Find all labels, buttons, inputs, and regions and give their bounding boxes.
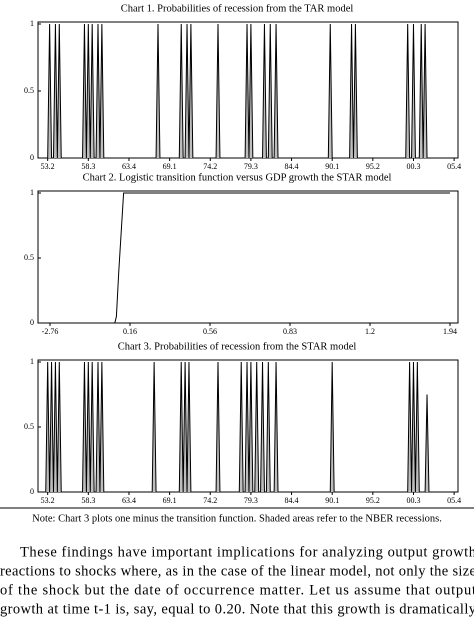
x-tick-label: -2.76 bbox=[42, 327, 59, 336]
x-tick-label: 79.3 bbox=[244, 162, 258, 171]
x-tick-label: 05.4 bbox=[447, 162, 461, 171]
data-line bbox=[47, 23, 428, 159]
x-tick-label: 63.4 bbox=[122, 162, 136, 171]
x-tick-label: 79.3 bbox=[244, 496, 258, 505]
x-tick-label: 84.4 bbox=[285, 496, 299, 505]
x-tick-label: 84.4 bbox=[285, 162, 299, 171]
y-tick-label: 0 bbox=[30, 153, 34, 162]
y-tick-label: 0 bbox=[30, 487, 34, 496]
x-tick-label: 69.1 bbox=[163, 496, 177, 505]
x-tick-label: 1.2 bbox=[365, 327, 375, 336]
paragraph-line: These findings have important implicatio… bbox=[20, 544, 474, 560]
x-tick-label: 53.2 bbox=[41, 162, 55, 171]
y-tick-label: 0.5 bbox=[24, 86, 34, 95]
x-tick-label: 58.3 bbox=[81, 496, 95, 505]
x-tick-label: 74.2 bbox=[203, 162, 217, 171]
x-tick-label: 00.3 bbox=[406, 162, 420, 171]
x-tick-label: 0.56 bbox=[203, 327, 217, 336]
y-tick-label: 0.5 bbox=[24, 422, 34, 431]
chart-title: Chart 1. Probabilities of recession from… bbox=[121, 3, 354, 14]
y-tick-label: 0.5 bbox=[24, 253, 34, 262]
x-tick-label: 58.3 bbox=[81, 162, 95, 171]
x-tick-label: 90.1 bbox=[325, 496, 339, 505]
paragraph-line: reactions to shocks where, as in the cas… bbox=[0, 563, 474, 579]
x-tick-label: 1.94 bbox=[443, 327, 457, 336]
chart-title: Chart 3. Probabilities of recession from… bbox=[118, 341, 357, 352]
y-tick-label: 1 bbox=[30, 188, 34, 197]
x-tick-label: 95.2 bbox=[366, 162, 380, 171]
paragraph-line: growth at time t-1 is, say, equal to 0.2… bbox=[0, 601, 474, 617]
chart-title: Chart 2. Logistic transition function ve… bbox=[83, 172, 392, 183]
plot-frame bbox=[37, 190, 459, 324]
y-tick-label: 0 bbox=[30, 318, 34, 327]
y-tick-label: 1 bbox=[30, 357, 34, 366]
x-tick-label: 74.2 bbox=[203, 496, 217, 505]
x-tick-label: 53.2 bbox=[41, 496, 55, 505]
data-line bbox=[114, 192, 450, 324]
x-tick-label: 95.2 bbox=[366, 496, 380, 505]
x-tick-label: 0.83 bbox=[283, 327, 297, 336]
data-line bbox=[45, 361, 430, 493]
x-tick-label: 0.16 bbox=[123, 327, 137, 336]
x-tick-label: 69.1 bbox=[163, 162, 177, 171]
note: Note: Chart 3 plots one minus the transi… bbox=[32, 513, 442, 524]
x-tick-label: 00.3 bbox=[406, 496, 420, 505]
y-tick-label: 1 bbox=[30, 19, 34, 28]
x-tick-label: 63.4 bbox=[122, 496, 136, 505]
x-tick-label: 90.1 bbox=[325, 162, 339, 171]
x-tick-label: 05.4 bbox=[447, 496, 461, 505]
paragraph-line: of the shock but the date of occurrence … bbox=[0, 582, 474, 598]
